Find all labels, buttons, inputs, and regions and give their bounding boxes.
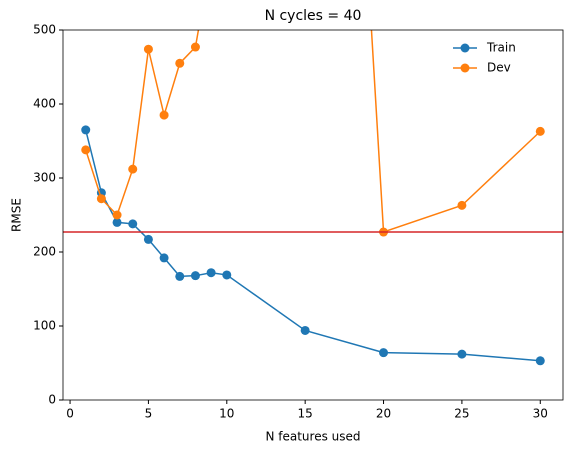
point <box>222 270 232 280</box>
point <box>112 217 122 227</box>
point <box>159 253 169 263</box>
x-axis-label: N features used <box>265 430 360 444</box>
x-tick-label: 30 <box>533 407 548 421</box>
x-tick-label: 5 <box>145 407 153 421</box>
point <box>300 325 310 335</box>
x-tick-label: 0 <box>66 407 74 421</box>
plot-area <box>63 30 563 366</box>
point <box>81 145 91 155</box>
x-tick-label: 20 <box>376 407 391 421</box>
point <box>96 194 106 204</box>
legend-marker <box>460 43 470 53</box>
y-axis-label: RMSE <box>10 198 24 232</box>
x-tick-label: 10 <box>219 407 234 421</box>
point <box>535 356 545 366</box>
y-tick-label: 100 <box>33 319 56 333</box>
point <box>206 268 216 278</box>
chart-title: N cycles = 40 <box>265 8 362 24</box>
y-tick-label: 300 <box>33 171 56 185</box>
point <box>457 200 467 210</box>
point <box>190 42 200 52</box>
legend-label: Train <box>486 41 516 55</box>
point <box>159 110 169 120</box>
axes-frame <box>62 29 564 401</box>
x-tick-label: 15 <box>298 407 313 421</box>
y-tick-label: 400 <box>33 97 56 111</box>
x-tick-label: 25 <box>454 407 469 421</box>
point <box>190 271 200 281</box>
legend-label: Dev <box>487 61 511 75</box>
y-tick-label: 200 <box>33 245 56 259</box>
y-tick-label: 0 <box>48 393 56 407</box>
point <box>535 126 545 136</box>
legend-marker <box>460 63 470 73</box>
series-line <box>85 30 541 234</box>
point <box>175 271 185 281</box>
point <box>143 44 153 54</box>
y-tick-label: 500 <box>33 23 56 37</box>
point <box>457 349 467 359</box>
point <box>128 219 138 229</box>
point <box>81 125 91 135</box>
point <box>112 210 122 220</box>
point <box>379 348 389 358</box>
point <box>143 234 153 244</box>
point <box>175 58 185 68</box>
point <box>128 164 138 174</box>
